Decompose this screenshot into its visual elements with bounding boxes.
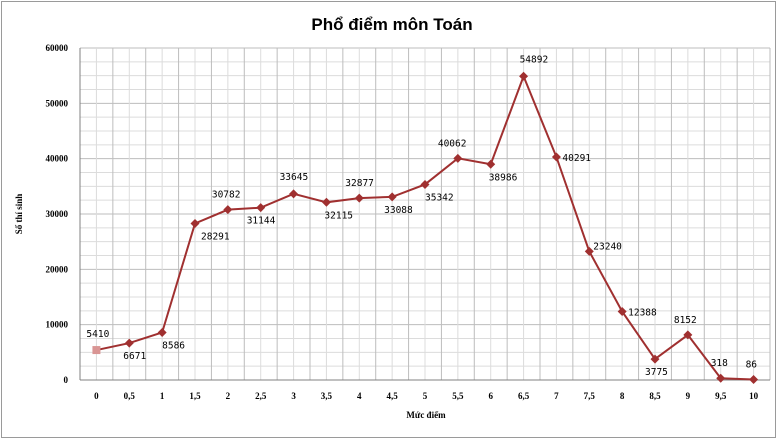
- y-tick-label: 40000: [46, 154, 69, 164]
- data-label: 54892: [520, 54, 549, 65]
- x-tick-label: 3,5: [321, 391, 333, 401]
- x-tick-label: 9: [686, 391, 691, 401]
- x-tick-label: 6: [488, 391, 493, 401]
- data-point: [551, 152, 561, 162]
- data-label: 30782: [212, 190, 241, 201]
- data-label: 86: [746, 360, 758, 371]
- data-point: [354, 193, 364, 203]
- data-label: 40291: [562, 153, 591, 164]
- data-point: [650, 354, 660, 364]
- data-label: 40062: [438, 138, 467, 149]
- data-point: [584, 246, 594, 256]
- x-tick-label: 7,5: [584, 391, 596, 401]
- y-tick-label: 10000: [46, 320, 69, 330]
- x-tick-label: 4,5: [387, 391, 399, 401]
- y-tick-label: 30000: [46, 209, 69, 219]
- data-label: 3775: [645, 367, 668, 378]
- data-label: 5410: [86, 329, 109, 340]
- data-point: [124, 338, 134, 348]
- data-point: [223, 205, 233, 215]
- x-tick-label: 5: [423, 391, 428, 401]
- data-label: 8586: [162, 340, 185, 351]
- data-point: [420, 179, 430, 189]
- y-axis-label: Số thí sinh: [14, 194, 24, 235]
- x-tick-label: 8,5: [649, 391, 661, 401]
- data-point: [683, 330, 693, 340]
- x-tick-label: 4: [357, 391, 362, 401]
- data-label: 12388: [628, 307, 657, 318]
- data-point: [387, 192, 397, 202]
- x-axis-label: Mức điểm: [406, 410, 446, 420]
- data-label: 32877: [345, 178, 374, 189]
- x-tick-label: 2,5: [255, 391, 267, 401]
- data-label: 38986: [489, 172, 518, 183]
- data-label: 318: [711, 358, 728, 369]
- x-tick-label: 1,5: [189, 391, 201, 401]
- data-point: [617, 306, 627, 316]
- data-point: [92, 346, 101, 355]
- data-point: [190, 218, 200, 228]
- data-point: [716, 373, 726, 383]
- data-label: 32115: [324, 210, 353, 221]
- x-tick-label: 3: [291, 391, 296, 401]
- data-point: [256, 203, 266, 213]
- axes: 0 10000 20000 30000 40000 50000 60000 0 0,5 1 1,5 2…: [46, 43, 770, 401]
- data-label: 6671: [123, 351, 146, 362]
- data-point: [157, 327, 167, 337]
- data-point: [519, 71, 529, 81]
- series: [92, 71, 759, 385]
- x-tick-label: 10: [749, 391, 759, 401]
- x-tick-label: 0: [94, 391, 99, 401]
- data-point: [289, 189, 299, 199]
- x-tick-label: 6,5: [518, 391, 530, 401]
- y-tick-label: 60000: [46, 43, 69, 53]
- data-label: 35342: [425, 192, 454, 203]
- x-tick-label: 8: [620, 391, 625, 401]
- data-label: 28291: [201, 231, 230, 242]
- data-labels: 5410 6671 8586 28291 30782 31144 33645 32115 328…: [86, 54, 757, 378]
- x-tick-label: 2: [226, 391, 231, 401]
- x-tick-label: 0,5: [124, 391, 136, 401]
- data-point: [453, 153, 463, 163]
- y-tick-label: 0: [64, 375, 69, 385]
- x-tick-label: 7: [554, 391, 559, 401]
- data-label: 33645: [280, 172, 309, 183]
- data-label: 31144: [247, 216, 276, 227]
- data-point: [749, 375, 759, 385]
- data-label: 23240: [593, 241, 622, 252]
- grid: [79, 47, 771, 381]
- data-label: 8152: [674, 315, 697, 326]
- x-tick-label: 1: [160, 391, 165, 401]
- chart-title: Phổ điểm môn Toán: [311, 15, 472, 34]
- data-point: [321, 197, 331, 207]
- x-tick-label: 9,5: [715, 391, 727, 401]
- x-tick-label: 5,5: [452, 391, 464, 401]
- y-tick-label: 50000: [46, 98, 69, 108]
- data-label: 33088: [384, 205, 413, 216]
- data-point: [486, 159, 496, 169]
- y-tick-label: 20000: [46, 264, 69, 274]
